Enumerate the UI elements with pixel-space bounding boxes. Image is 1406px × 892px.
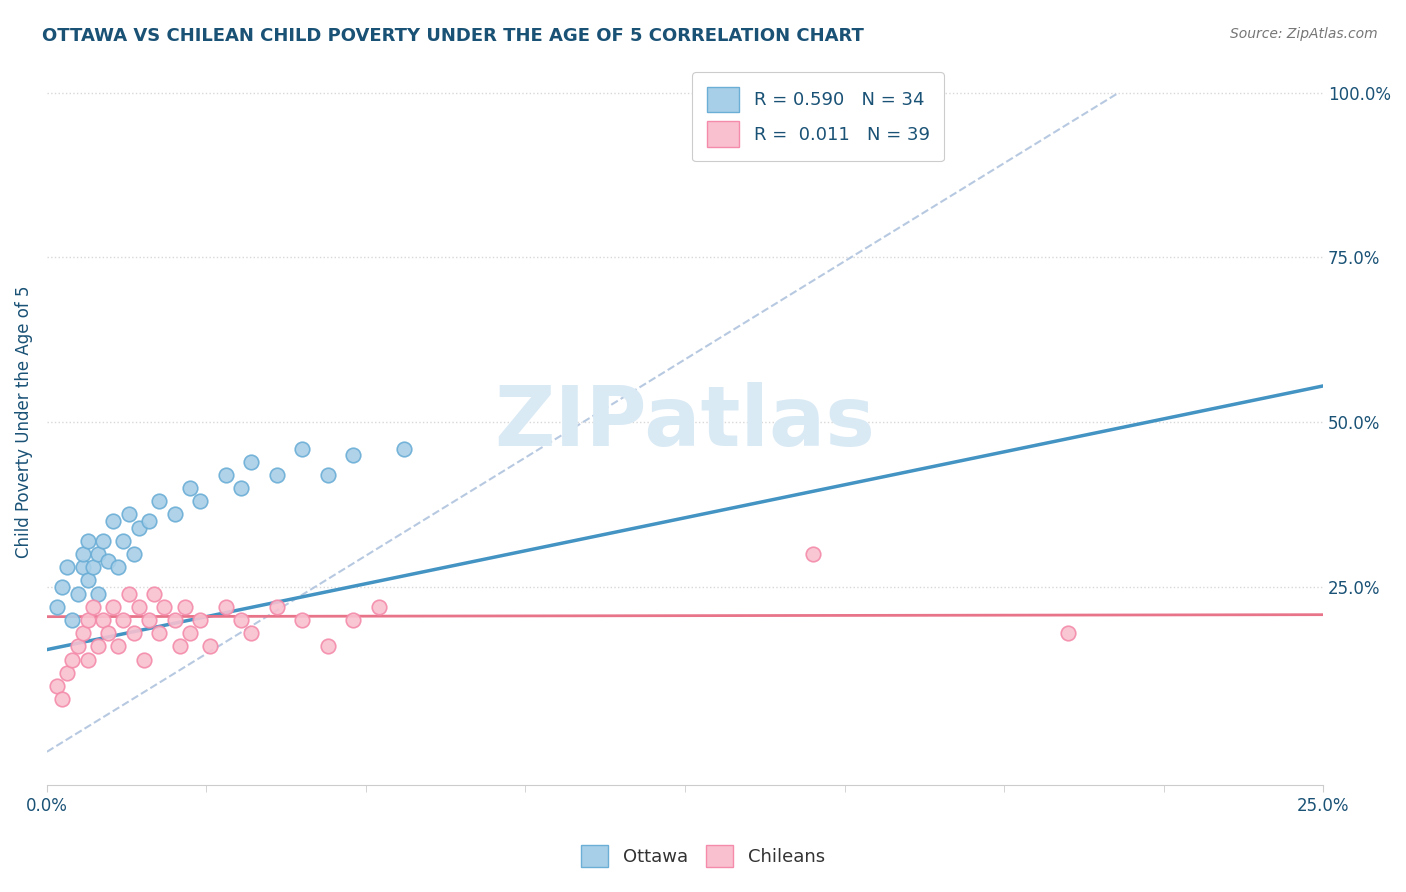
Point <box>367 599 389 614</box>
Point <box>82 599 104 614</box>
Point <box>148 626 170 640</box>
Point <box>188 494 211 508</box>
Point <box>229 613 252 627</box>
Point <box>163 508 186 522</box>
Point <box>122 626 145 640</box>
Point <box>76 574 98 588</box>
Legend: R = 0.590   N = 34, R =  0.011   N = 39: R = 0.590 N = 34, R = 0.011 N = 39 <box>692 72 943 161</box>
Point <box>214 467 236 482</box>
Point <box>342 613 364 627</box>
Point <box>107 640 129 654</box>
Point <box>76 613 98 627</box>
Point <box>128 521 150 535</box>
Point <box>91 533 114 548</box>
Point <box>143 586 166 600</box>
Point <box>240 455 263 469</box>
Point <box>62 652 84 666</box>
Point <box>316 640 339 654</box>
Point <box>229 481 252 495</box>
Y-axis label: Child Poverty Under the Age of 5: Child Poverty Under the Age of 5 <box>15 286 32 558</box>
Point <box>128 599 150 614</box>
Point <box>138 514 160 528</box>
Point <box>153 599 176 614</box>
Point <box>179 481 201 495</box>
Point <box>214 599 236 614</box>
Point <box>801 547 824 561</box>
Point <box>107 560 129 574</box>
Point <box>72 626 94 640</box>
Point <box>72 547 94 561</box>
Point <box>76 652 98 666</box>
Point <box>51 580 73 594</box>
Point <box>291 613 314 627</box>
Point <box>87 547 110 561</box>
Point <box>66 586 89 600</box>
Point <box>97 626 120 640</box>
Point <box>103 599 125 614</box>
Point <box>87 640 110 654</box>
Point <box>117 586 139 600</box>
Point <box>266 467 288 482</box>
Point <box>132 652 155 666</box>
Point <box>82 560 104 574</box>
Point <box>173 599 195 614</box>
Text: ZIPatlas: ZIPatlas <box>495 382 876 463</box>
Point <box>56 665 79 680</box>
Point <box>122 547 145 561</box>
Point <box>117 508 139 522</box>
Point <box>316 467 339 482</box>
Point <box>46 679 69 693</box>
Point <box>179 626 201 640</box>
Point <box>72 560 94 574</box>
Legend: Ottawa, Chileans: Ottawa, Chileans <box>574 838 832 874</box>
Point <box>163 613 186 627</box>
Text: Source: ZipAtlas.com: Source: ZipAtlas.com <box>1230 27 1378 41</box>
Point <box>66 640 89 654</box>
Point <box>1057 626 1080 640</box>
Point <box>240 626 263 640</box>
Point <box>291 442 314 456</box>
Point <box>62 613 84 627</box>
Point <box>200 640 222 654</box>
Point <box>188 613 211 627</box>
Point <box>169 640 191 654</box>
Point <box>112 533 135 548</box>
Point <box>91 613 114 627</box>
Text: OTTAWA VS CHILEAN CHILD POVERTY UNDER THE AGE OF 5 CORRELATION CHART: OTTAWA VS CHILEAN CHILD POVERTY UNDER TH… <box>42 27 865 45</box>
Point <box>76 533 98 548</box>
Point <box>112 613 135 627</box>
Point <box>342 448 364 462</box>
Point <box>138 613 160 627</box>
Point <box>56 560 79 574</box>
Point <box>266 599 288 614</box>
Point <box>87 586 110 600</box>
Point <box>103 514 125 528</box>
Point <box>51 692 73 706</box>
Point <box>148 494 170 508</box>
Point <box>97 553 120 567</box>
Point <box>46 599 69 614</box>
Point <box>394 442 416 456</box>
